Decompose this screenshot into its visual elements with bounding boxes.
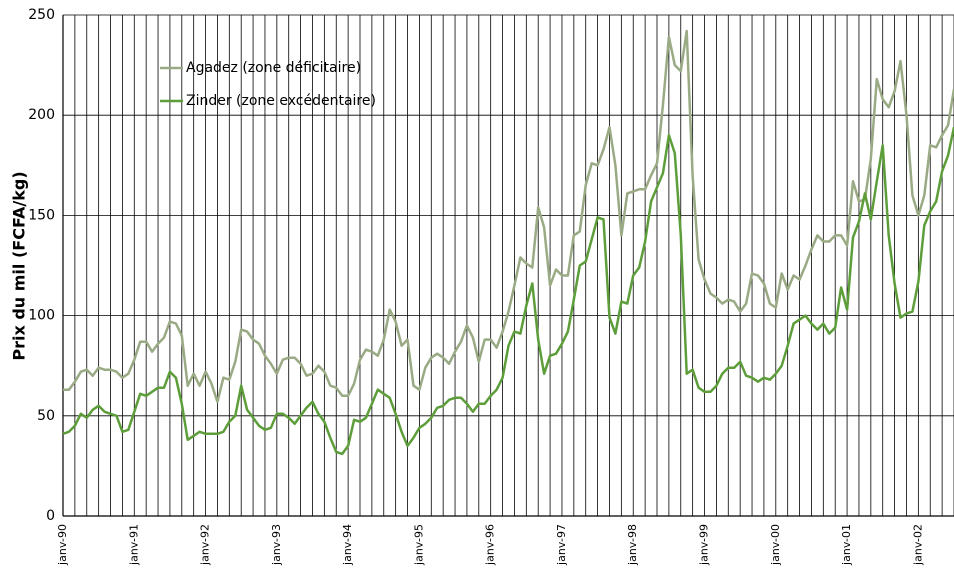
x-tick-label: janv-98 [626,524,639,566]
series-line [62,126,954,456]
x-tick-label: janv-01 [840,524,853,566]
y-tick-label: 100 [28,308,55,324]
x-tick-label: janv-94 [341,524,354,566]
y-tick-label: 0 [46,508,55,524]
x-tick-label: janv-00 [769,524,782,566]
y-tick-label: 250 [28,7,55,23]
x-tick-label: janv-91 [127,524,140,566]
x-tick-label: janv-95 [412,524,425,566]
y-tick-label: 150 [28,207,55,223]
series-line [63,29,954,404]
legend-label: Agadez (zone déficitaire) [186,60,361,76]
y-axis-title: Prix du mil (FCFA/kg) [10,171,29,360]
x-tick-label: janv-02 [911,524,924,566]
x-tick-label: janv-90 [56,524,69,566]
y-tick-label: 200 [28,107,55,123]
x-tick-label: janv-93 [270,524,283,566]
legend-label: Zinder (zone excédentaire) [186,93,376,109]
x-tick-label: janv-97 [555,524,568,566]
y-tick-label: 50 [37,408,55,424]
x-tick-label: janv-96 [484,524,497,566]
x-tick-label: janv-92 [199,524,212,566]
x-tick-label: janv-99 [698,524,711,566]
